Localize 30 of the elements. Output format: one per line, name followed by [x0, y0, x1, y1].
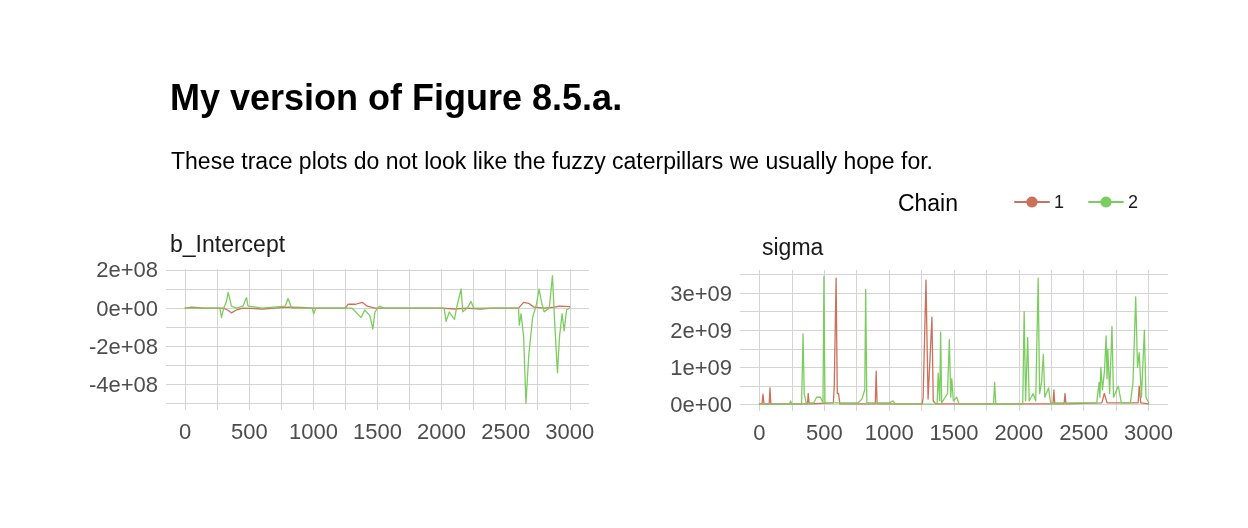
y-tick-label: 2e+08	[96, 257, 158, 283]
legend-label: 2	[1127, 192, 1138, 212]
y-tick-label: -2e+08	[88, 333, 158, 359]
x-tick-label: 3000	[1124, 419, 1174, 445]
y-tick-label: 0e+00	[96, 295, 158, 321]
legend-label: 1	[1053, 192, 1064, 212]
y-tick-label: 3e+09	[670, 280, 732, 306]
x-tick-label: 0	[753, 419, 766, 445]
x-tick-label: 2000	[994, 419, 1044, 445]
x-tick-label: 1500	[929, 419, 979, 445]
x-tick-label: 1000	[864, 419, 914, 445]
y-tick-label: 0e+00	[670, 392, 732, 418]
y-tick-label: 2e+09	[670, 317, 732, 343]
x-tick-label: 0	[179, 418, 192, 444]
x-tick-label: 2000	[417, 418, 467, 444]
y-tick-label: -4e+08	[88, 371, 158, 397]
chart-title: sigma	[762, 233, 824, 260]
y-tick-label: 1e+09	[670, 354, 732, 380]
text: b_Intercept	[170, 230, 286, 257]
x-tick-label: 3000	[545, 418, 595, 444]
x-tick-label: 2500	[1059, 419, 1109, 445]
chart-title: My version of Figure 8.5.a.	[170, 76, 623, 118]
line-series	[184, 275, 571, 404]
legend-title: Chain	[897, 189, 959, 216]
x-tick-label: 500	[230, 418, 268, 444]
chart-subtitle: These trace plots do not look like the fuzzy caterpillars we usually hope for.	[171, 147, 933, 174]
x-tick-label: 500	[805, 419, 843, 445]
x-tick-label: 2500	[481, 418, 531, 444]
x-tick-label: 1500	[353, 418, 402, 444]
x-tick-label: 1000	[288, 418, 338, 444]
